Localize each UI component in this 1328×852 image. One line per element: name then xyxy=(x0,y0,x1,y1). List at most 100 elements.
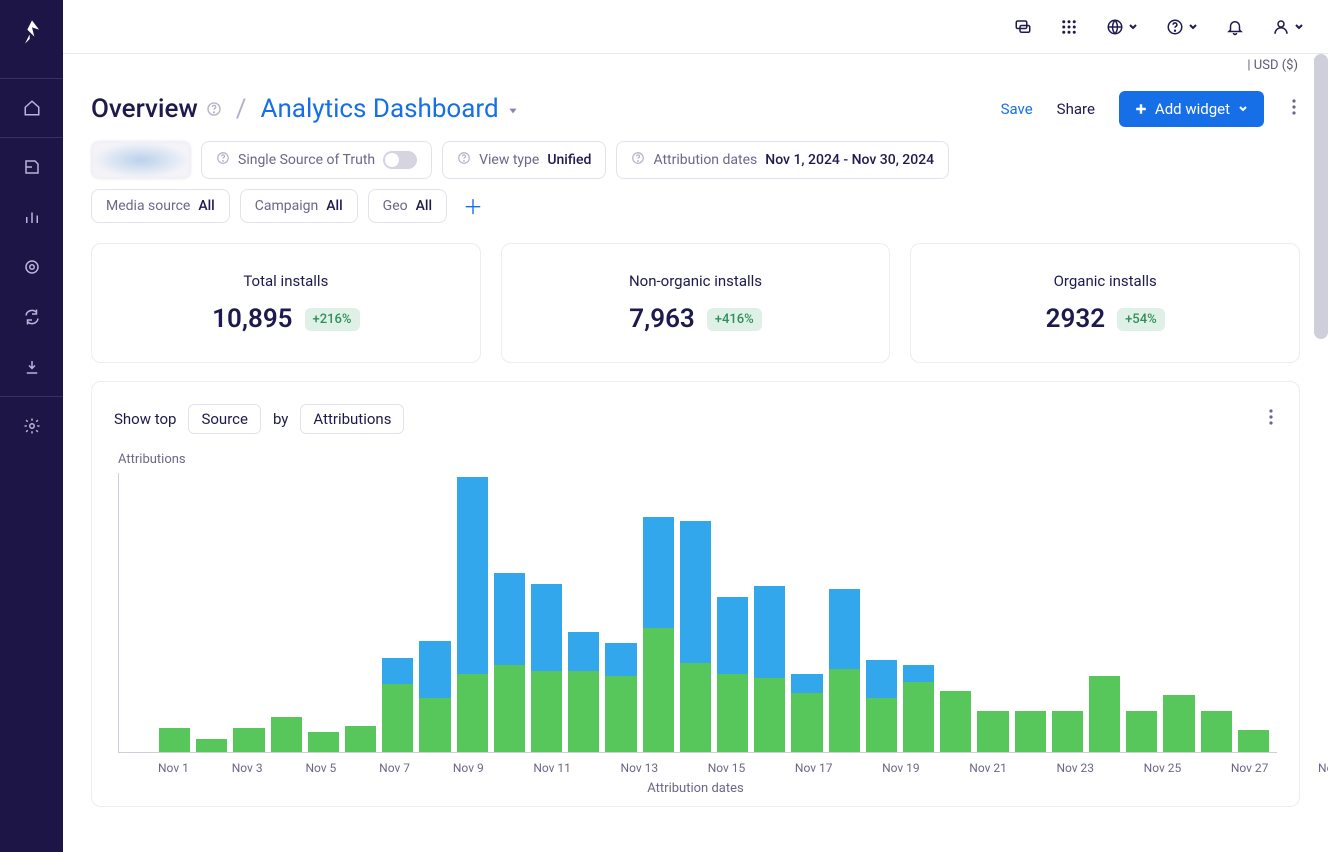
chart-bar[interactable] xyxy=(1201,473,1232,752)
help-icon xyxy=(457,151,471,169)
page-header: Overview / Analytics Dashboard Save Shar… xyxy=(63,73,1328,141)
chart-bar[interactable] xyxy=(271,473,302,752)
x-tick: Nov 3 xyxy=(232,761,263,775)
x-tick: Nov 27 xyxy=(1231,761,1269,775)
kpi-delta: +54% xyxy=(1117,308,1165,331)
app-logo xyxy=(18,18,46,46)
chart-more-icon[interactable] xyxy=(1265,405,1277,433)
chart-bar[interactable] xyxy=(791,473,822,752)
chart-bar[interactable] xyxy=(643,473,674,752)
geo-filter[interactable]: Geo All xyxy=(368,189,447,223)
chevron-down-icon xyxy=(507,94,519,124)
chart-bar[interactable] xyxy=(977,473,1008,752)
chart-bar[interactable] xyxy=(1052,473,1083,752)
chart-bar[interactable] xyxy=(1015,473,1046,752)
breadcrumb-root[interactable]: Overview xyxy=(91,94,222,124)
x-tick: Nov 5 xyxy=(305,761,336,775)
chart-bar[interactable] xyxy=(494,473,525,752)
x-tick: Nov 1 xyxy=(158,761,189,775)
help-dropdown[interactable] xyxy=(1166,18,1198,36)
topbar xyxy=(63,0,1328,54)
sidebar-item-reports[interactable] xyxy=(0,142,63,192)
page-title-dropdown[interactable]: Analytics Dashboard xyxy=(260,94,518,124)
chart-bar[interactable] xyxy=(1126,473,1157,752)
chart-bar[interactable] xyxy=(903,473,934,752)
chart-bar[interactable] xyxy=(457,473,488,752)
toggle-switch[interactable] xyxy=(383,151,417,169)
sidebar-item-home[interactable] xyxy=(0,83,63,133)
chart-bar[interactable] xyxy=(1089,473,1120,752)
chart-bar[interactable] xyxy=(680,473,711,752)
kpi-card: Organic installs 2932 +54% xyxy=(910,243,1300,363)
attribution-dates-filter[interactable]: Attribution dates Nov 1, 2024 - Nov 30, … xyxy=(616,141,949,179)
kpi-delta: +416% xyxy=(707,308,762,331)
x-tick: Nov 29 xyxy=(1318,761,1328,775)
save-button[interactable]: Save xyxy=(1001,100,1033,118)
app-selector-redacted[interactable] xyxy=(91,141,191,179)
kpi-value: 7,963 xyxy=(629,304,695,334)
sidebar-item-settings[interactable] xyxy=(0,401,63,451)
share-button[interactable]: Share xyxy=(1057,100,1095,118)
chart-bar[interactable] xyxy=(159,473,190,752)
x-tick: Nov 21 xyxy=(969,761,1007,775)
ssot-toggle[interactable]: Single Source of Truth xyxy=(201,141,432,179)
campaign-filter[interactable]: Campaign All xyxy=(240,189,358,223)
header-more-icon[interactable] xyxy=(1288,95,1300,123)
sidebar-item-sync[interactable] xyxy=(0,292,63,342)
help-icon xyxy=(631,151,645,169)
chat-icon[interactable] xyxy=(1014,18,1032,36)
x-tick: Nov 7 xyxy=(379,761,410,775)
x-tick: Nov 15 xyxy=(708,761,746,775)
chart-bar[interactable] xyxy=(196,473,227,752)
chart-bar[interactable] xyxy=(1238,473,1269,752)
chart-bar[interactable] xyxy=(568,473,599,752)
source-selector[interactable]: Source xyxy=(188,404,260,434)
chart-bar[interactable] xyxy=(345,473,376,752)
sidebar-item-target[interactable] xyxy=(0,242,63,292)
kpi-title: Organic installs xyxy=(1054,272,1157,290)
by-label: by xyxy=(273,410,288,428)
x-tick: Nov 11 xyxy=(533,761,571,775)
kpi-title: Total installs xyxy=(243,272,328,290)
scrollbar-thumb[interactable] xyxy=(1314,54,1328,339)
globe-dropdown[interactable] xyxy=(1106,18,1138,36)
chart-y-axis-label: Attributions xyxy=(118,452,1277,467)
bell-icon[interactable] xyxy=(1226,18,1244,36)
chart-x-axis-title: Attribution dates xyxy=(114,781,1277,796)
chart-bar[interactable] xyxy=(382,473,413,752)
x-tick: Nov 17 xyxy=(795,761,833,775)
sidebar-item-download[interactable] xyxy=(0,342,63,392)
add-widget-button[interactable]: Add widget xyxy=(1119,91,1264,127)
chart-plot-area xyxy=(118,473,1277,753)
chart-bar[interactable] xyxy=(419,473,450,752)
x-tick: Nov 9 xyxy=(453,761,484,775)
chart-bar[interactable] xyxy=(829,473,860,752)
media-source-filter[interactable]: Media source All xyxy=(91,189,230,223)
chart-bar[interactable] xyxy=(866,473,897,752)
currency-label: | USD ($) xyxy=(1247,58,1298,73)
kpi-value: 2932 xyxy=(1046,304,1105,334)
chart-bar[interactable] xyxy=(308,473,339,752)
account-dropdown[interactable] xyxy=(1272,18,1304,36)
kpi-delta: +216% xyxy=(305,308,360,331)
chart-bar[interactable] xyxy=(605,473,636,752)
sidebar xyxy=(0,0,63,852)
view-type-filter[interactable]: View type Unified xyxy=(442,141,606,179)
kpi-value: 10,895 xyxy=(212,304,292,334)
chart-bar[interactable] xyxy=(531,473,562,752)
help-icon[interactable] xyxy=(206,94,222,124)
kpi-card: Total installs 10,895 +216% xyxy=(91,243,481,363)
chart-bar[interactable] xyxy=(940,473,971,752)
chart-bar[interactable] xyxy=(1163,473,1194,752)
add-filter-button[interactable]: ＋ xyxy=(457,189,489,221)
x-tick: Nov 25 xyxy=(1144,761,1182,775)
metric-selector[interactable]: Attributions xyxy=(300,404,404,434)
chart-bar[interactable] xyxy=(233,473,264,752)
sidebar-item-analytics[interactable] xyxy=(0,192,63,242)
x-tick: Nov 19 xyxy=(882,761,920,775)
show-top-label: Show top xyxy=(114,410,176,428)
chart-bar[interactable] xyxy=(717,473,748,752)
kpi-title: Non-organic installs xyxy=(629,272,762,290)
chart-bar[interactable] xyxy=(754,473,785,752)
apps-icon[interactable] xyxy=(1060,18,1078,36)
